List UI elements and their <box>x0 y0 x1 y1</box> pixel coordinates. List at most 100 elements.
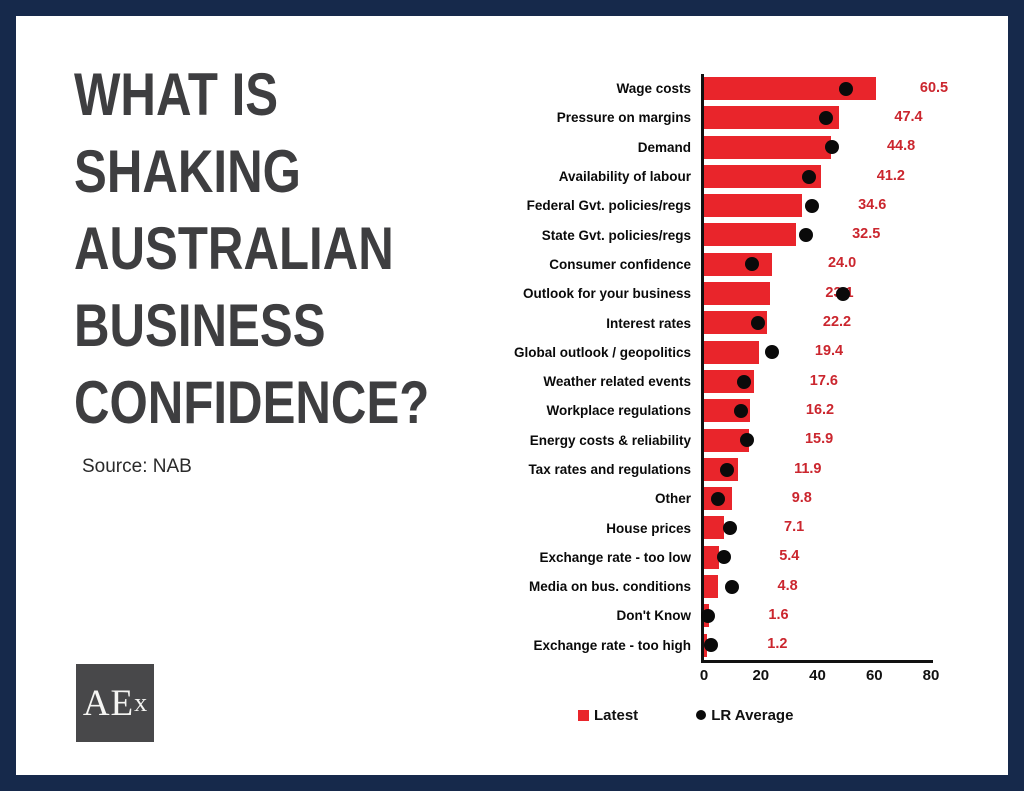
lr-average-dot <box>716 550 731 565</box>
latest-bar <box>704 252 773 276</box>
canvas: WHAT IS SHAKING AUSTRALIAN BUSINESS CONF… <box>16 16 1008 775</box>
category-label: Tax rates and regulations <box>528 462 691 477</box>
x-axis-tick: 60 <box>865 666 883 684</box>
category-label: State Gvt. policies/regs <box>541 227 691 243</box>
x-axis-tick: 80 <box>922 666 940 684</box>
lr-average-dot <box>745 257 760 272</box>
chart-row: Exchange rate - too high 1.2 <box>456 630 956 660</box>
lr-average-dot <box>704 638 719 653</box>
brand-logo: AE x <box>76 664 154 742</box>
lr-average-dot <box>804 198 819 213</box>
lr-average-dot <box>750 316 765 331</box>
lr-average-dot <box>819 110 833 125</box>
x-axis-tick: 0 <box>699 666 709 684</box>
value-label: 34.6 <box>858 196 887 213</box>
plot-cell: 24.0 <box>701 249 949 280</box>
chart-row: Consumer confidence 24.0 <box>456 249 956 280</box>
plot-cell: 1.6 <box>701 601 949 631</box>
value-label: 32.5 <box>852 226 881 243</box>
chart-row: Weather related events 17.6 <box>456 366 956 397</box>
chart-row: Workplace regulations 16.2 <box>456 396 956 426</box>
category-label: Availability of labour <box>558 169 691 185</box>
category-label: Demand <box>637 139 691 155</box>
plot-cell: 7.1 <box>701 513 949 543</box>
value-label: 47.4 <box>894 108 923 125</box>
plot-cell: 44.8 <box>701 132 949 162</box>
chart-rows: Wage costs 60.5 Pressure on margins 47.4 Dem… <box>456 74 956 660</box>
category-label: Consumer confidence <box>549 256 691 272</box>
value-label: 44.8 <box>886 138 916 155</box>
chart-row: House prices 7.1 <box>456 513 956 543</box>
source-note: Source: NAB <box>82 456 192 477</box>
plot-cell: 34.6 <box>701 191 949 221</box>
latest-bar <box>704 106 839 130</box>
chart-row: Pressure on margins 47.4 <box>456 103 956 133</box>
chart-row: Exchange rate - too low 5.4 <box>456 542 956 573</box>
lr-average-dot <box>765 345 780 360</box>
chart-row: Interest rates 22.2 <box>456 308 956 338</box>
category-label: Exchange rate - too low <box>539 549 691 565</box>
category-label: Pressure on margins <box>556 110 691 126</box>
chart-row: State Gvt. policies/regs 32.5 <box>456 220 956 250</box>
lr-average-dot <box>736 374 751 389</box>
category-label: Media on bus. conditions <box>529 579 691 595</box>
chart-row: Other 9.8 <box>456 484 956 514</box>
category-label: House prices <box>606 520 691 536</box>
plot-cell: 60.5 <box>701 74 949 104</box>
category-label: Federal Gvt. policies/regs <box>526 198 691 214</box>
page-title: WHAT IS SHAKING AUSTRALIAN BUSINESS CONF… <box>74 61 430 436</box>
legend-item-lr-average: LR Average <box>696 707 793 724</box>
chart-row: Tax rates and regulations 11.9 <box>456 454 956 485</box>
category-label: Global outlook / geopolitics <box>513 344 691 360</box>
plot-cell: 47.4 <box>701 103 949 133</box>
category-label: Outlook for your business <box>522 286 691 302</box>
latest-bar <box>704 164 821 188</box>
x-axis-line <box>701 659 933 663</box>
plot-cell: 16.2 <box>701 396 949 426</box>
value-label: 7.1 <box>784 519 805 536</box>
plot-cell: 9.8 <box>701 484 949 514</box>
latest-bar <box>704 428 750 452</box>
chart-row: Energy costs & reliability 15.9 <box>456 425 956 455</box>
value-label: 4.8 <box>777 577 798 594</box>
value-label: 41.2 <box>876 167 905 184</box>
value-label: 15.9 <box>804 431 834 448</box>
value-label: 5.4 <box>779 548 800 565</box>
plot-cell: 23.1 <box>701 279 949 309</box>
lr-average-dot <box>701 608 716 623</box>
lr-average-dot <box>722 521 737 536</box>
value-label: 24.0 <box>827 255 857 272</box>
lr-average-dot <box>725 579 740 594</box>
plot-cell: 22.2 <box>701 308 949 338</box>
category-label: Weather related events <box>543 374 691 390</box>
chart-row: Don't Know 1.6 <box>456 601 956 631</box>
chart-row: Wage costs 60.5 <box>456 74 956 104</box>
x-axis-tick: 20 <box>752 666 770 684</box>
category-label: Exchange rate - too high <box>533 637 691 653</box>
chart-row: Media on bus. conditions 4.8 <box>456 572 956 602</box>
lr-average-dot <box>711 491 726 506</box>
latest-bar <box>704 575 718 599</box>
bar-chart: Wage costs 60.5 Pressure on margins 47.4 Dem… <box>456 74 956 724</box>
value-label: 60.5 <box>919 79 949 96</box>
plot-cell: 41.2 <box>701 161 949 192</box>
category-label: Workplace regulations <box>546 403 691 419</box>
brand-logo-subtext: x <box>134 688 148 717</box>
brand-logo-text: AE <box>82 682 135 724</box>
plot-cell: 15.9 <box>701 425 949 455</box>
lr-average-dot <box>719 462 734 477</box>
category-label: Other <box>654 491 691 507</box>
plot-cell: 5.4 <box>701 542 949 573</box>
value-label: 9.8 <box>791 489 812 506</box>
lr-average-dot <box>838 81 853 96</box>
value-label: 19.4 <box>814 343 844 360</box>
latest-bar <box>704 282 770 306</box>
lr-average-dot <box>836 286 850 301</box>
chart-row: Demand 44.8 <box>456 132 956 162</box>
category-label: Interest rates <box>606 315 691 331</box>
lr-average-dot <box>733 403 748 418</box>
lr-average-dot-icon <box>696 710 707 721</box>
plot-cell: 1.2 <box>701 630 949 660</box>
chart-row: Outlook for your business 23.1 <box>456 279 956 309</box>
category-label: Wage costs <box>616 81 691 97</box>
